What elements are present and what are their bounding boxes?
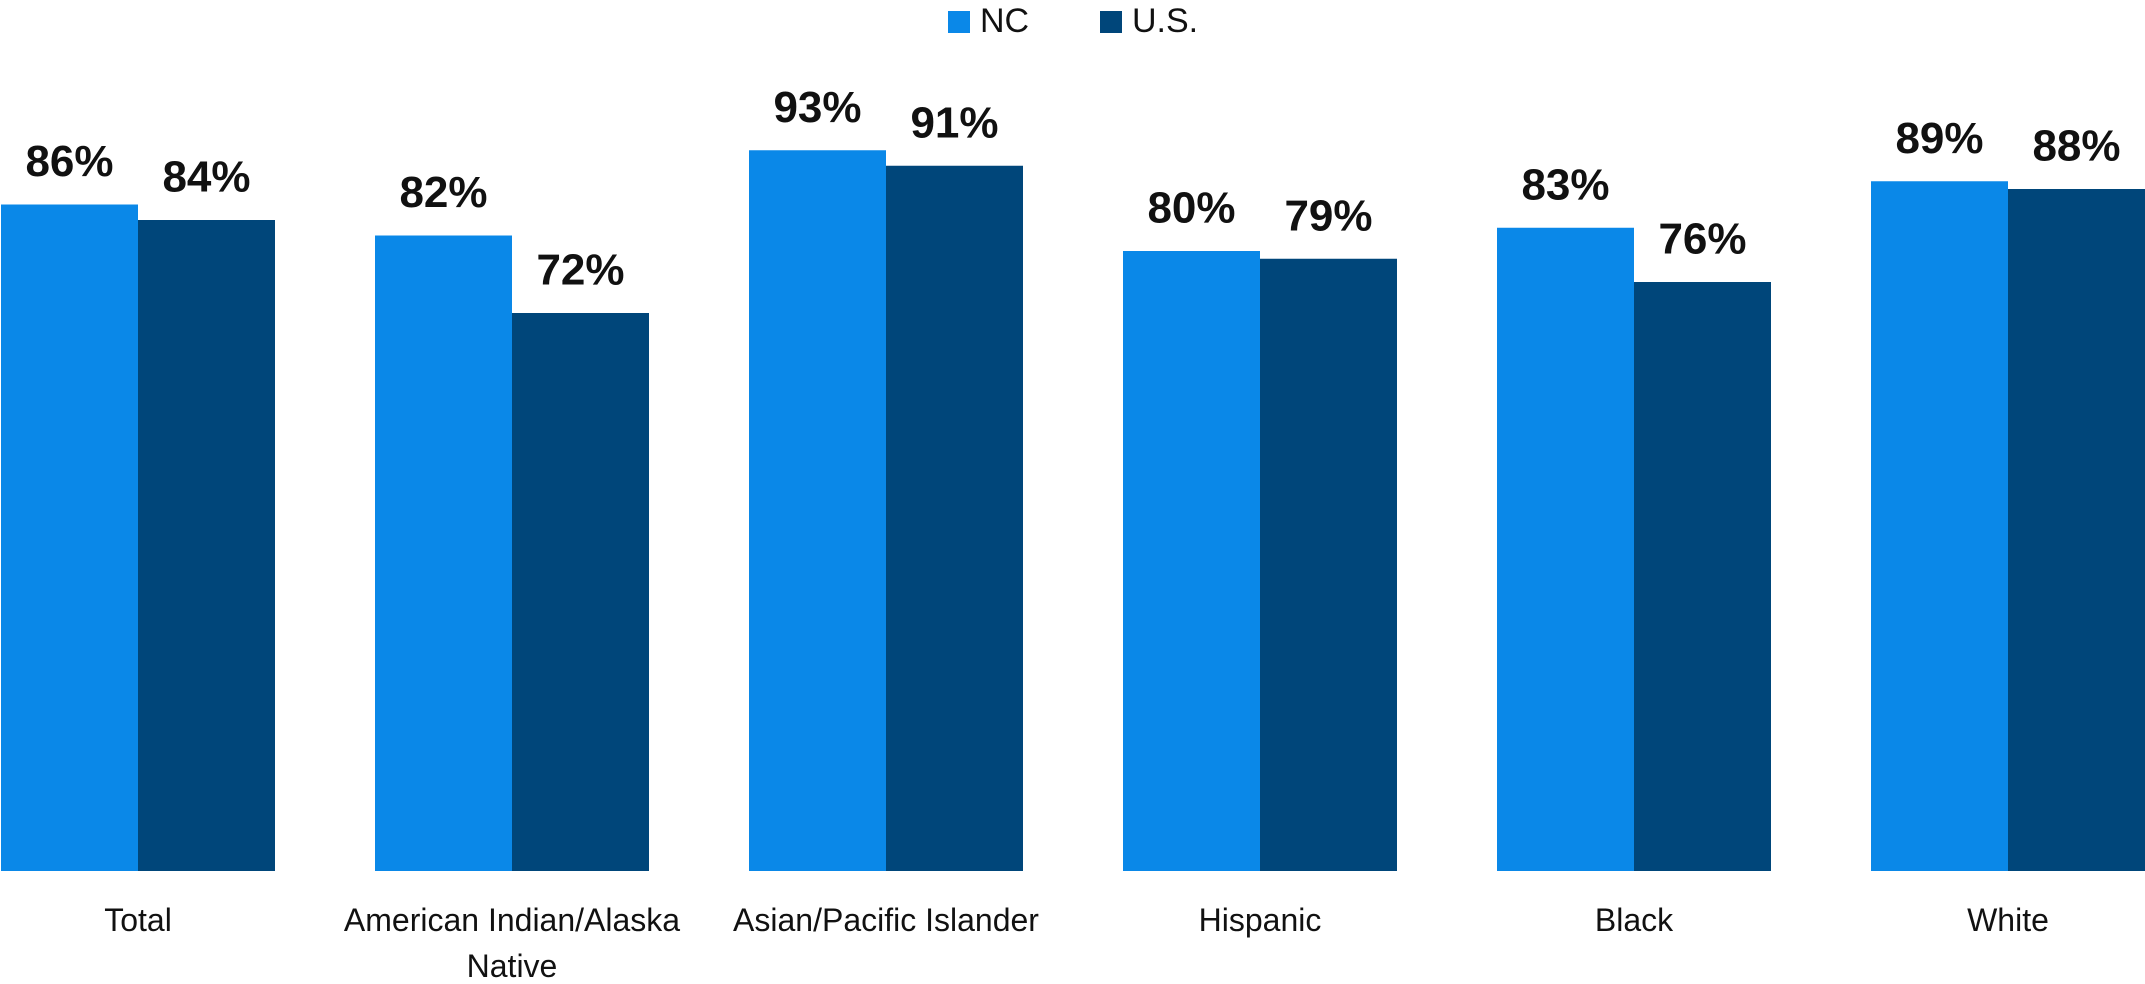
value-label: 76%: [1658, 215, 1746, 264]
value-label: 91%: [910, 98, 998, 147]
x-tick-label: Hispanic: [1198, 902, 1322, 938]
bar: [1871, 181, 2008, 871]
value-label: 80%: [1147, 184, 1235, 233]
x-tick-label: Asian/Pacific Islander: [733, 902, 1039, 938]
x-tick-label: American Indian/Alaska Native: [343, 902, 681, 984]
value-label: 79%: [1284, 191, 1372, 240]
legend-label: U.S.: [1132, 2, 1198, 40]
value-label: 93%: [773, 83, 861, 132]
bar: [375, 235, 512, 871]
bar: [512, 313, 649, 871]
value-label: 82%: [399, 168, 487, 217]
bar: [749, 150, 886, 871]
bar: [2008, 189, 2145, 871]
value-label: 83%: [1521, 160, 1609, 209]
value-label: 89%: [1895, 114, 1983, 163]
bar: [138, 220, 275, 871]
legend-label: NC: [980, 2, 1029, 40]
value-label: 88%: [2032, 122, 2120, 171]
value-label: 84%: [162, 153, 250, 202]
bar: [1497, 227, 1634, 871]
x-tick-label: Black: [1594, 902, 1674, 938]
value-label: 72%: [536, 246, 624, 295]
x-tick-label: White: [1967, 902, 2049, 938]
bar: [1634, 282, 1771, 871]
bar: [1260, 258, 1397, 871]
bar: [1, 204, 138, 871]
x-tick-label: Total: [104, 902, 172, 938]
bar: [886, 165, 1023, 871]
bar: [1123, 251, 1260, 871]
legend-swatch: [948, 11, 970, 33]
legend-swatch: [1100, 11, 1122, 33]
value-label: 86%: [25, 137, 113, 186]
